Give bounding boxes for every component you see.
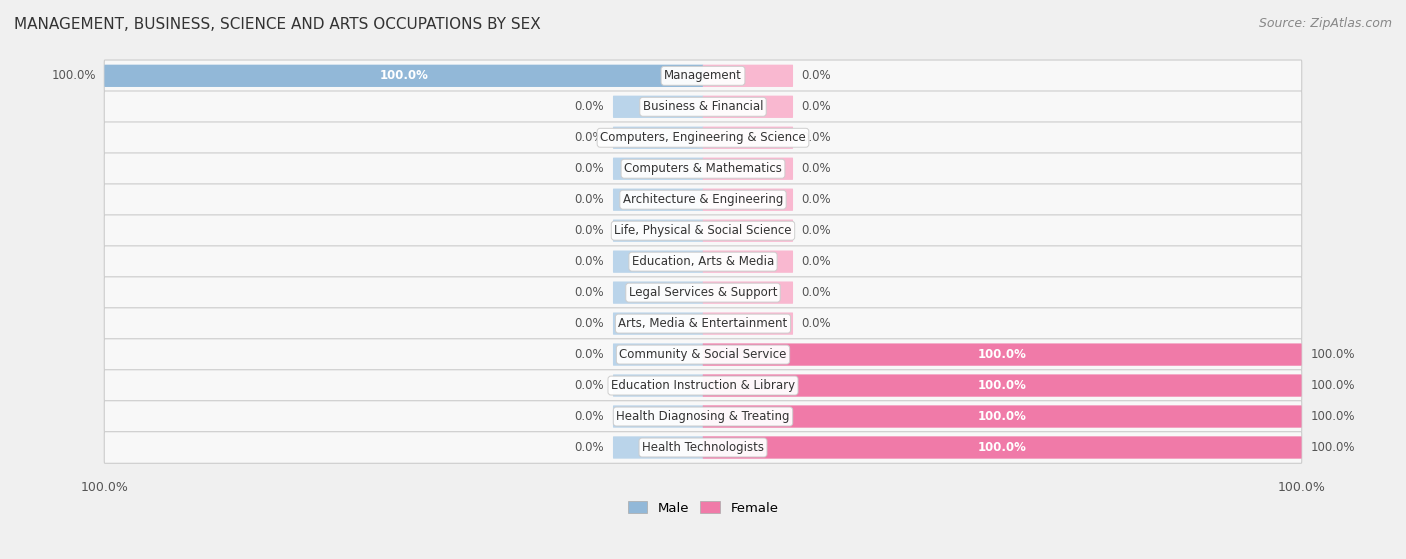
Text: 0.0%: 0.0% xyxy=(575,441,605,454)
Text: 0.0%: 0.0% xyxy=(801,255,831,268)
Text: Business & Financial: Business & Financial xyxy=(643,100,763,113)
FancyBboxPatch shape xyxy=(703,250,793,273)
FancyBboxPatch shape xyxy=(703,96,793,118)
FancyBboxPatch shape xyxy=(104,60,1302,92)
FancyBboxPatch shape xyxy=(703,158,793,180)
Text: Computers & Mathematics: Computers & Mathematics xyxy=(624,162,782,175)
Text: 100.0%: 100.0% xyxy=(977,348,1026,361)
FancyBboxPatch shape xyxy=(104,246,1302,277)
FancyBboxPatch shape xyxy=(104,277,1302,309)
FancyBboxPatch shape xyxy=(613,312,703,335)
FancyBboxPatch shape xyxy=(703,405,1302,428)
Text: Source: ZipAtlas.com: Source: ZipAtlas.com xyxy=(1258,17,1392,30)
Text: 0.0%: 0.0% xyxy=(575,379,605,392)
FancyBboxPatch shape xyxy=(104,432,1302,463)
Text: 100.0%: 100.0% xyxy=(1310,348,1355,361)
FancyBboxPatch shape xyxy=(613,250,703,273)
Text: 100.0%: 100.0% xyxy=(380,69,429,82)
FancyBboxPatch shape xyxy=(104,65,703,87)
Text: 0.0%: 0.0% xyxy=(801,317,831,330)
FancyBboxPatch shape xyxy=(613,96,703,118)
Text: 0.0%: 0.0% xyxy=(575,162,605,175)
FancyBboxPatch shape xyxy=(104,401,1302,432)
Text: Life, Physical & Social Science: Life, Physical & Social Science xyxy=(614,224,792,237)
Text: 100.0%: 100.0% xyxy=(1310,441,1355,454)
Text: 0.0%: 0.0% xyxy=(801,100,831,113)
FancyBboxPatch shape xyxy=(104,184,1302,216)
FancyBboxPatch shape xyxy=(703,312,793,335)
FancyBboxPatch shape xyxy=(703,343,1302,366)
FancyBboxPatch shape xyxy=(104,122,1302,154)
FancyBboxPatch shape xyxy=(104,153,1302,184)
Text: 0.0%: 0.0% xyxy=(575,100,605,113)
FancyBboxPatch shape xyxy=(613,405,703,428)
Text: Education Instruction & Library: Education Instruction & Library xyxy=(612,379,794,392)
FancyBboxPatch shape xyxy=(703,282,793,304)
FancyBboxPatch shape xyxy=(703,126,793,149)
Text: Health Technologists: Health Technologists xyxy=(643,441,763,454)
Text: 0.0%: 0.0% xyxy=(575,317,605,330)
FancyBboxPatch shape xyxy=(703,375,1302,397)
FancyBboxPatch shape xyxy=(104,339,1302,371)
Text: 100.0%: 100.0% xyxy=(1310,379,1355,392)
FancyBboxPatch shape xyxy=(613,220,703,242)
Text: Computers, Engineering & Science: Computers, Engineering & Science xyxy=(600,131,806,144)
Text: 0.0%: 0.0% xyxy=(801,193,831,206)
Text: 0.0%: 0.0% xyxy=(575,348,605,361)
Text: 0.0%: 0.0% xyxy=(801,69,831,82)
FancyBboxPatch shape xyxy=(703,65,793,87)
Text: Education, Arts & Media: Education, Arts & Media xyxy=(631,255,775,268)
Text: 100.0%: 100.0% xyxy=(977,410,1026,423)
Legend: Male, Female: Male, Female xyxy=(623,496,783,520)
Text: 100.0%: 100.0% xyxy=(977,379,1026,392)
Text: Arts, Media & Entertainment: Arts, Media & Entertainment xyxy=(619,317,787,330)
FancyBboxPatch shape xyxy=(104,369,1302,401)
Text: 100.0%: 100.0% xyxy=(1310,410,1355,423)
Text: Health Diagnosing & Treating: Health Diagnosing & Treating xyxy=(616,410,790,423)
FancyBboxPatch shape xyxy=(104,308,1302,339)
Text: 0.0%: 0.0% xyxy=(575,410,605,423)
Text: 0.0%: 0.0% xyxy=(801,286,831,299)
Text: 0.0%: 0.0% xyxy=(575,193,605,206)
FancyBboxPatch shape xyxy=(104,91,1302,122)
Text: MANAGEMENT, BUSINESS, SCIENCE AND ARTS OCCUPATIONS BY SEX: MANAGEMENT, BUSINESS, SCIENCE AND ARTS O… xyxy=(14,17,541,32)
FancyBboxPatch shape xyxy=(703,437,1302,458)
FancyBboxPatch shape xyxy=(613,126,703,149)
FancyBboxPatch shape xyxy=(613,437,703,458)
Text: 100.0%: 100.0% xyxy=(51,69,96,82)
Text: 0.0%: 0.0% xyxy=(801,224,831,237)
Text: 0.0%: 0.0% xyxy=(575,131,605,144)
Text: Architecture & Engineering: Architecture & Engineering xyxy=(623,193,783,206)
Text: Legal Services & Support: Legal Services & Support xyxy=(628,286,778,299)
Text: 0.0%: 0.0% xyxy=(801,131,831,144)
FancyBboxPatch shape xyxy=(703,188,793,211)
Text: Community & Social Service: Community & Social Service xyxy=(619,348,787,361)
FancyBboxPatch shape xyxy=(104,215,1302,247)
FancyBboxPatch shape xyxy=(703,220,793,242)
Text: 0.0%: 0.0% xyxy=(575,286,605,299)
FancyBboxPatch shape xyxy=(613,282,703,304)
Text: Management: Management xyxy=(664,69,742,82)
Text: 0.0%: 0.0% xyxy=(575,255,605,268)
FancyBboxPatch shape xyxy=(613,188,703,211)
FancyBboxPatch shape xyxy=(613,343,703,366)
FancyBboxPatch shape xyxy=(613,158,703,180)
FancyBboxPatch shape xyxy=(613,375,703,397)
Text: 0.0%: 0.0% xyxy=(801,162,831,175)
Text: 100.0%: 100.0% xyxy=(977,441,1026,454)
Text: 0.0%: 0.0% xyxy=(575,224,605,237)
